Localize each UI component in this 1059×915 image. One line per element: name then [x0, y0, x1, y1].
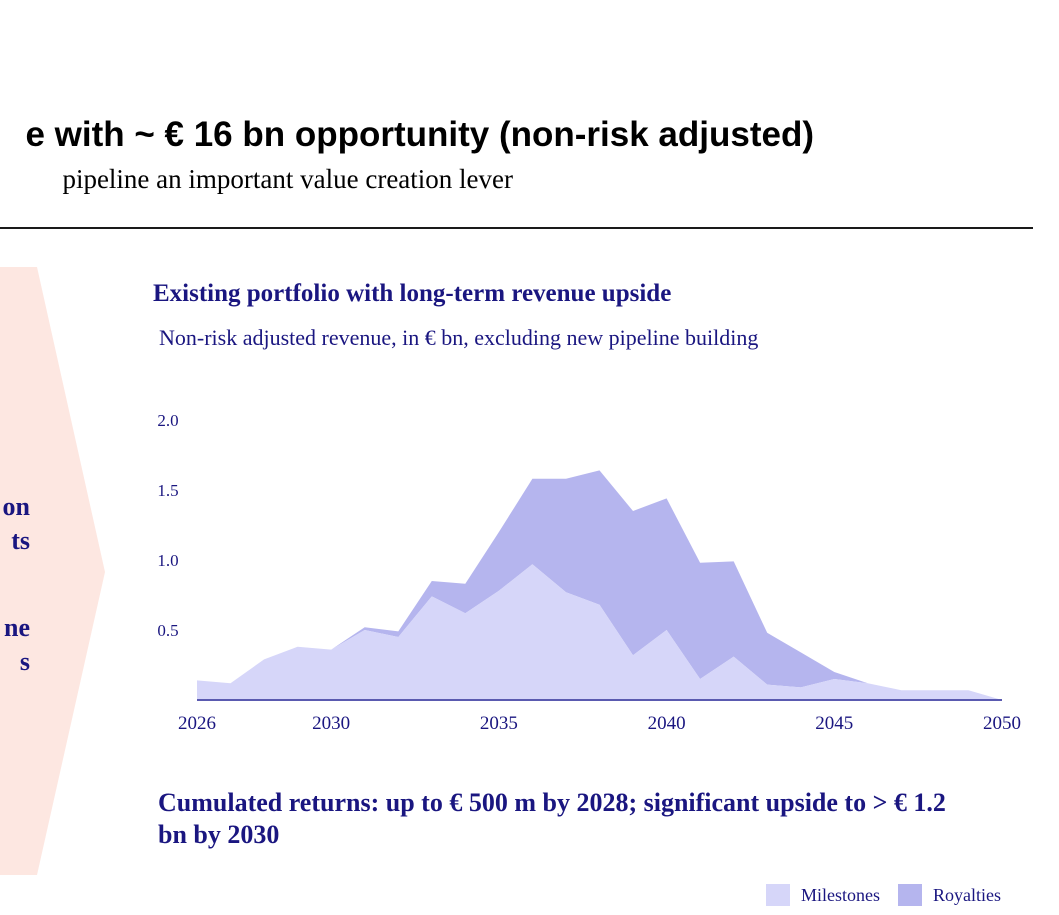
left-panel-line-2: ts [11, 526, 30, 555]
chart-legend: Milestones Royalties [748, 884, 1001, 906]
title-divider [0, 227, 1033, 229]
y-tick-label: 0.5 [157, 621, 178, 640]
slide-subtitle: pipeline an important value creation lev… [0, 162, 1059, 196]
x-tick-label: 2030 [312, 713, 350, 734]
chart-title: Existing portfolio with long-term revenu… [153, 280, 672, 307]
x-tick-label: 2040 [648, 713, 686, 734]
area-royalties [197, 470, 1002, 700]
chart-subtitle: Non-risk adjusted revenue, in € bn, excl… [159, 325, 759, 350]
x-tick-label: 2050 [983, 713, 1021, 734]
y-tick-label: 2.0 [157, 411, 178, 430]
y-axis-ticks: 0.5 1.0 1.5 2.0 [157, 411, 178, 640]
area-milestones [197, 564, 1002, 700]
x-tick-label: 2026 [178, 713, 216, 734]
legend-label-milestones: Milestones [801, 884, 880, 905]
slide-subtitle-text: pipeline an important value creation lev… [62, 164, 513, 194]
cumulated-returns-note: Cumulated returns: up to € 500 m by 2028… [158, 788, 946, 849]
slide-title: e with ~ € 16 bn opportunity (non-risk a… [0, 112, 1059, 158]
left-arrow-panel [0, 267, 110, 877]
left-panel-line-1: on [2, 492, 30, 521]
slide-title-text: e with ~ € 16 bn opportunity (non-risk a… [25, 115, 814, 154]
chart-areas [197, 470, 1002, 700]
y-tick-label: 1.5 [157, 481, 178, 500]
y-tick-label: 1.0 [157, 551, 178, 570]
left-arrow-shape [0, 267, 105, 875]
revenue-area-chart: 0.5 1.0 1.5 2.0 2026 2030 2035 2040 2045 2050 [157, 411, 1021, 734]
left-panel-line-4: s [19, 647, 30, 676]
legend-item-royalties: Royalties [898, 884, 1001, 906]
legend-label-royalties: Royalties [933, 884, 1001, 905]
legend-item-milestones: Milestones [766, 884, 880, 906]
legend-swatch-royalties [898, 884, 922, 906]
left-panel-line-3: ne [4, 613, 30, 642]
x-tick-label: 2035 [480, 713, 518, 734]
x-tick-label: 2045 [815, 713, 853, 734]
legend-swatch-milestones [766, 884, 790, 906]
x-axis-ticks: 2026 2030 2035 2040 2045 2050 [178, 713, 1021, 734]
